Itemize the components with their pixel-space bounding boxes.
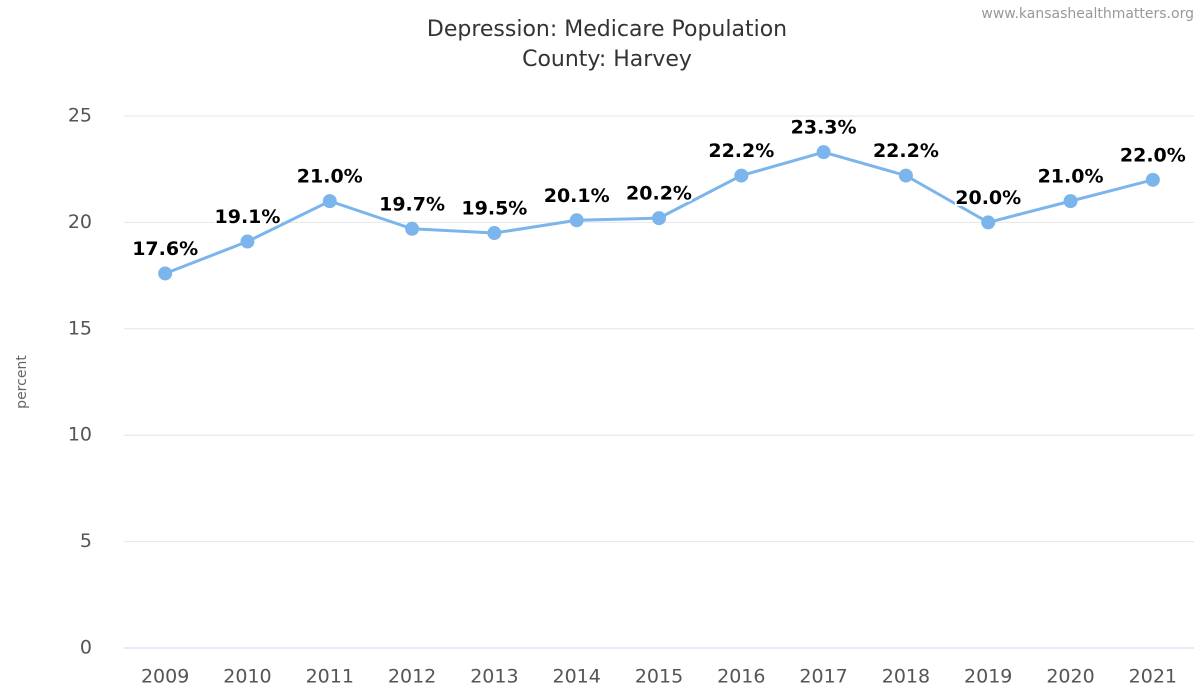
chart-subtitle: County: Harvey (522, 47, 692, 72)
x-tick-label: 2009 (141, 666, 189, 688)
data-point (405, 221, 420, 236)
data-point (652, 211, 666, 226)
data-label: 21.0% (297, 166, 363, 188)
y-tick-label: 0 (80, 637, 92, 659)
y-tick-label: 20 (68, 211, 92, 233)
x-tick-label: 2013 (470, 666, 518, 688)
credit: www.kansashealthmatters.org (981, 6, 1194, 22)
data-label: 23.3% (791, 117, 857, 139)
data-label: 20.1% (544, 185, 610, 207)
data-label: 21.0% (1038, 166, 1104, 188)
x-tick-label: 2016 (717, 666, 765, 688)
data-label: 19.1% (215, 206, 281, 228)
data-label: 19.5% (461, 198, 527, 220)
data-point (322, 194, 337, 209)
y-tick-label: 5 (80, 530, 92, 552)
data-point (240, 234, 255, 249)
chart-title: Depression: Medicare Population (427, 17, 787, 42)
x-tick-label: 2019 (964, 666, 1012, 688)
y-tick-label: 10 (68, 424, 92, 446)
y-tick-label: 25 (68, 105, 92, 127)
y-axis-label: percent (14, 355, 30, 409)
data-label: 22.0% (1120, 144, 1186, 166)
x-tick-label: 2010 (223, 666, 271, 688)
data-label: 22.2% (708, 140, 774, 162)
data-label: 19.7% (379, 193, 445, 215)
data-label: 17.6% (132, 238, 198, 260)
x-tick-label: 2017 (799, 666, 847, 688)
data-point (158, 266, 173, 281)
x-tick-label: 2011 (306, 666, 354, 688)
data-point (816, 145, 831, 160)
data-point (1063, 194, 1078, 209)
x-tick-label: 2020 (1046, 666, 1094, 688)
data-point (734, 168, 749, 183)
data-label: 20.0% (955, 187, 1021, 209)
x-tick-label: 2012 (388, 666, 436, 688)
data-point (1145, 172, 1160, 187)
data-point (898, 168, 913, 183)
data-label: 20.2% (626, 183, 692, 205)
x-tick-label: 2021 (1129, 666, 1177, 688)
y-tick-label: 15 (68, 317, 92, 339)
data-point (569, 213, 584, 228)
data-point (981, 215, 996, 230)
data-label: 22.2% (873, 140, 939, 162)
x-tick-label: 2018 (882, 666, 930, 688)
x-tick-label: 2014 (553, 666, 601, 688)
x-tick-label: 2015 (635, 666, 683, 688)
data-point (487, 226, 502, 241)
